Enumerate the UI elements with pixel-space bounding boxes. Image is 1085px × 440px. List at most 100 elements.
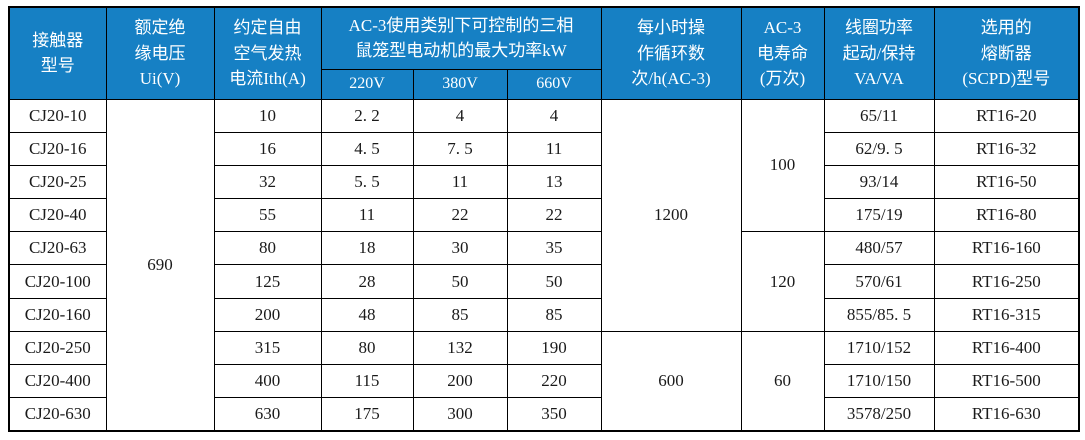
cell-power-660v: 220 [506, 363, 602, 399]
cell-power-380v: 7. 5 [412, 131, 508, 166]
cell-power-380v: 300 [412, 397, 508, 432]
cell-life-merged-100: 100 [740, 98, 825, 233]
header-thermal-current: 约定自由 空气发热 电流Ith(A) [213, 6, 322, 100]
header-coil-power: 线圈功率 起动/保持 VA/VA [823, 6, 935, 100]
cell-power-220v: 175 [320, 397, 414, 432]
table-row: CJ20-400 400 115 200 220 1710/150 RT16-5… [8, 363, 1080, 399]
cell-power-660v: 35 [506, 231, 602, 266]
contactor-spec-table-container: 接触器 型号 额定绝 缘电压 Ui(V) 约定自由 空气发热 电流Ith(A) … [8, 6, 1081, 432]
cell-fuse-type: RT16-250 [933, 264, 1080, 299]
cell-coil-power: 65/11 [823, 98, 935, 133]
cell-model: CJ20-100 [8, 264, 107, 299]
cell-coil-power: 62/9. 5 [823, 131, 935, 166]
cell-power-380v: 4 [412, 98, 508, 133]
cell-ith: 16 [213, 131, 322, 166]
cell-coil-power: 93/14 [823, 164, 935, 200]
cell-coil-power: 480/57 [823, 231, 935, 266]
cell-power-660v: 11 [506, 131, 602, 166]
cell-model: CJ20-10 [8, 98, 107, 133]
cell-coil-power: 1710/152 [823, 330, 935, 366]
cell-power-380v: 200 [412, 363, 508, 399]
cell-power-380v: 50 [412, 264, 508, 299]
cell-ui-voltage-merged: 690 [105, 98, 215, 432]
cell-power-220v: 18 [320, 231, 414, 266]
header-voltage-380v: 380V [412, 68, 508, 100]
cell-power-660v: 350 [506, 397, 602, 432]
contactor-spec-table: 接触器 型号 额定绝 缘电压 Ui(V) 约定自由 空气发热 电流Ith(A) … [8, 6, 1081, 432]
cell-ith: 315 [213, 330, 322, 366]
cell-ith: 400 [213, 363, 322, 399]
cell-power-660v: 22 [506, 198, 602, 233]
cell-life-merged-120: 120 [740, 231, 825, 332]
cell-coil-power: 175/19 [823, 198, 935, 233]
header-insulation-voltage: 额定绝 缘电压 Ui(V) [105, 6, 215, 100]
cell-fuse-type: RT16-32 [933, 131, 1080, 166]
cell-coil-power: 570/61 [823, 264, 935, 299]
cell-ith: 32 [213, 164, 322, 200]
header-voltage-660v: 660V [506, 68, 602, 100]
cell-fuse-type: RT16-630 [933, 397, 1080, 432]
header-voltage-220v: 220V [320, 68, 414, 100]
cell-power-220v: 11 [320, 198, 414, 233]
table-row: CJ20-630 630 175 300 350 3578/250 RT16-6… [8, 397, 1080, 432]
cell-ith: 125 [213, 264, 322, 299]
cell-model: CJ20-25 [8, 164, 107, 200]
cell-power-660v: 190 [506, 330, 602, 366]
cell-fuse-type: RT16-80 [933, 198, 1080, 233]
cell-power-380v: 22 [412, 198, 508, 233]
cell-power-660v: 13 [506, 164, 602, 200]
cell-model: CJ20-160 [8, 297, 107, 332]
cell-power-220v: 80 [320, 330, 414, 366]
cell-fuse-type: RT16-500 [933, 363, 1080, 399]
cell-coil-power: 3578/250 [823, 397, 935, 432]
cell-ith: 55 [213, 198, 322, 233]
header-contactor-model: 接触器 型号 [8, 6, 107, 100]
cell-model: CJ20-400 [8, 363, 107, 399]
header-cycles-per-hour: 每小时操 作循环数 次/h(AC-3) [600, 6, 742, 100]
cell-power-220v: 28 [320, 264, 414, 299]
table-row: CJ20-16 16 4. 5 7. 5 11 62/9. 5 RT16-32 [8, 131, 1080, 166]
cell-power-220v: 4. 5 [320, 131, 414, 166]
cell-fuse-type: RT16-315 [933, 297, 1080, 332]
cell-power-380v: 30 [412, 231, 508, 266]
cell-ith: 630 [213, 397, 322, 432]
cell-model: CJ20-63 [8, 231, 107, 266]
cell-coil-power: 855/85. 5 [823, 297, 935, 332]
table-row: CJ20-40 55 11 22 22 175/19 RT16-80 [8, 198, 1080, 233]
table-row: CJ20-250 315 80 132 190 600 60 1710/152 … [8, 330, 1080, 432]
header-ac3-power-group: AC-3使用类别下可控制的三相 鼠笼型电动机的最大功率kW [320, 6, 602, 70]
cell-power-380v: 85 [412, 297, 508, 332]
cell-power-220v: 5. 5 [320, 164, 414, 200]
cell-ith: 10 [213, 98, 322, 133]
cell-power-660v: 4 [506, 98, 602, 133]
table-row: CJ20-25 32 5. 5 11 13 93/14 RT16-50 [8, 164, 1080, 200]
header-electrical-life: AC-3 电寿命 (万次) [740, 6, 825, 100]
cell-power-220v: 115 [320, 363, 414, 399]
cell-power-380v: 132 [412, 330, 508, 366]
cell-coil-power: 1710/150 [823, 363, 935, 399]
table-body: CJ20-10 690 10 2. 2 4 4 1200 100 65/11 R… [8, 98, 1080, 432]
cell-ith: 80 [213, 231, 322, 266]
cell-power-380v: 11 [412, 164, 508, 200]
header-fuse-type: 选用的 熔断器 (SCPD)型号 [933, 6, 1080, 100]
cell-power-220v: 48 [320, 297, 414, 332]
cell-cycles-merged-600: 600 [600, 330, 742, 432]
cell-model: CJ20-40 [8, 198, 107, 233]
cell-cycles-merged-1200: 1200 [600, 98, 742, 332]
cell-model: CJ20-16 [8, 131, 107, 166]
table-header: 接触器 型号 额定绝 缘电压 Ui(V) 约定自由 空气发热 电流Ith(A) … [8, 6, 1080, 100]
table-row: CJ20-100 125 28 50 50 570/61 RT16-250 [8, 264, 1080, 299]
table-row: CJ20-10 690 10 2. 2 4 4 1200 100 65/11 R… [8, 98, 1080, 432]
cell-fuse-type: RT16-400 [933, 330, 1080, 366]
cell-power-220v: 2. 2 [320, 98, 414, 133]
cell-fuse-type: RT16-50 [933, 164, 1080, 200]
cell-power-660v: 85 [506, 297, 602, 332]
cell-model: CJ20-250 [8, 330, 107, 366]
table-row: CJ20-63 80 18 30 35 120 480/57 RT16-160 [8, 231, 1080, 332]
cell-fuse-type: RT16-20 [933, 98, 1080, 133]
cell-power-660v: 50 [506, 264, 602, 299]
cell-fuse-type: RT16-160 [933, 231, 1080, 266]
cell-ith: 200 [213, 297, 322, 332]
cell-life-merged-60: 60 [740, 330, 825, 432]
cell-model: CJ20-630 [8, 397, 107, 432]
